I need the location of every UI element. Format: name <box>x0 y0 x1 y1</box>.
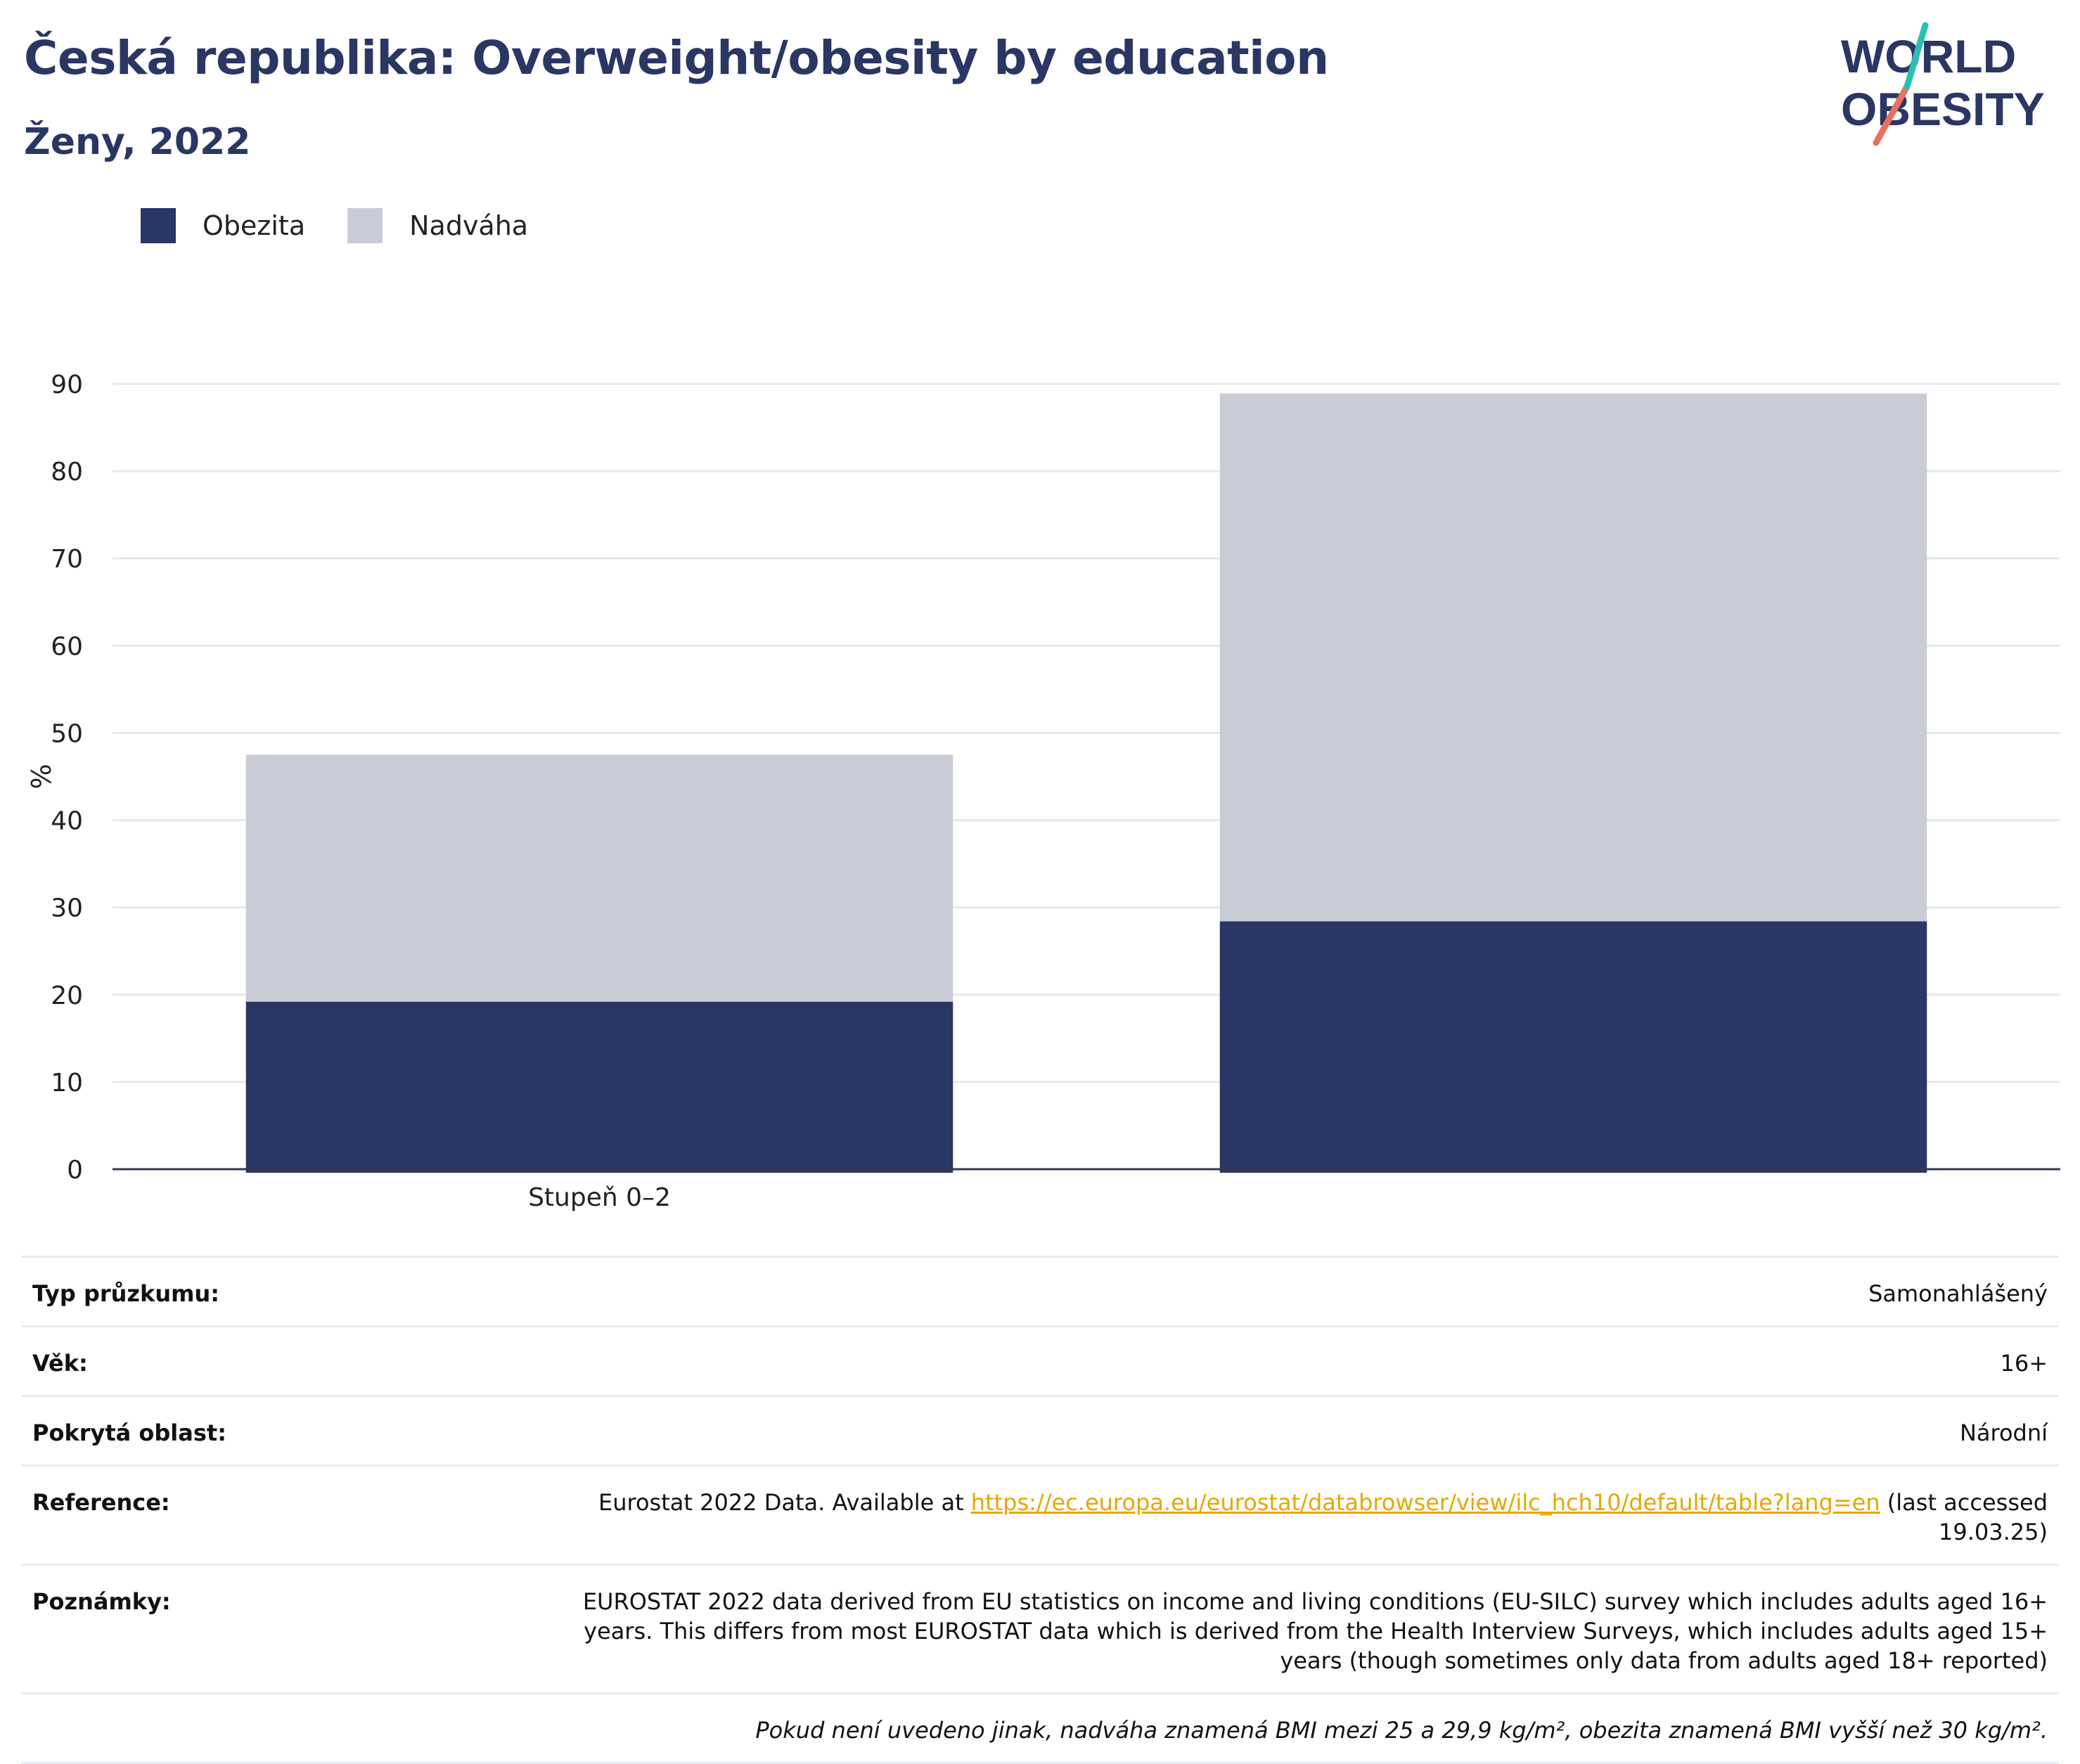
bar-obezita-0 <box>245 1001 954 1173</box>
y-tick-label: 20 <box>51 981 83 1010</box>
age-value: 16+ <box>2000 1350 2048 1377</box>
logo-line2: OBESITY <box>1841 83 2045 135</box>
survey-value: Samonahlášený <box>1868 1280 2048 1307</box>
chart-title: Česká republika: Overweight/obesity by e… <box>24 31 1329 85</box>
info-row-footnote: Pokud není uvedeno jinak, nadváha znamen… <box>21 1692 2059 1764</box>
area-label: Pokrytá oblast: <box>32 1419 226 1446</box>
world-obesity-logo: WORLD OBESITY <box>1841 22 2045 146</box>
legend-swatch-obezita <box>141 208 176 243</box>
reference-prefix: Eurostat 2022 Data. Available at <box>598 1489 971 1516</box>
y-tick-label: 30 <box>51 894 83 923</box>
info-row-reference: Reference: Eurostat 2022 Data. Available… <box>21 1464 2059 1564</box>
y-tick-label: 80 <box>51 458 83 487</box>
footnote-text: Pokud není uvedeno jinak, nadváha znamen… <box>755 1717 2048 1744</box>
area-value: Národní <box>1959 1419 2048 1446</box>
info-row-area: Pokrytá oblast: Národní <box>21 1395 2059 1464</box>
info-row-notes: Poznámky: EUROSTAT 2022 data derived fro… <box>21 1564 2059 1692</box>
y-axis-label: % <box>26 764 57 789</box>
legend-item-nadvaha[interactable]: Nadváha <box>347 208 528 243</box>
reference-value: Eurostat 2022 Data. Available at https:/… <box>515 1488 2048 1547</box>
y-tick-label: 40 <box>51 807 83 836</box>
y-tick-label: 10 <box>51 1069 83 1097</box>
reference-label: Reference: <box>32 1489 170 1516</box>
bar-nadváha-1 <box>1219 393 1927 922</box>
info-table: Typ průzkumu: Samonahlášený Věk: 16+ Pok… <box>21 1256 2059 1764</box>
y-tick-label: 0 <box>67 1156 83 1185</box>
legend-swatch-nadvaha <box>347 208 383 243</box>
logo-line1: WORLD <box>1841 30 2016 82</box>
legend-label-obezita: Obezita <box>203 210 306 241</box>
chart-subtitle: Ženy, 2022 <box>24 121 251 163</box>
legend-label-nadvaha: Nadváha <box>409 210 529 241</box>
y-tick-label: 70 <box>51 545 83 574</box>
reference-link[interactable]: https://ec.europa.eu/eurostat/databrowse… <box>970 1489 1880 1516</box>
legend-item-obezita[interactable]: Obezita <box>141 208 305 243</box>
age-label: Věk: <box>32 1350 88 1377</box>
bar-chart: 0 10 20 30 40 50 60 70 80 90% Stupeň 0–2 <box>26 371 2060 1212</box>
chart-legend: Obezita Nadváha <box>141 208 570 243</box>
y-tick-label: 90 <box>51 371 83 399</box>
survey-label: Typ průzkumu: <box>32 1280 220 1307</box>
notes-value: EUROSTAT 2022 data derived from EU stati… <box>582 1588 2048 1674</box>
bar-nadváha-0 <box>245 754 954 1002</box>
y-tick-label: 60 <box>51 632 83 661</box>
notes-label: Poznámky: <box>32 1588 171 1615</box>
info-row-survey: Typ průzkumu: Samonahlášený <box>21 1256 2059 1325</box>
reference-suffix: (last accessed 19.03.25) <box>1880 1489 2048 1545</box>
info-row-age: Věk: 16+ <box>21 1325 2059 1395</box>
bar-obezita-1 <box>1219 921 1927 1173</box>
x-tick-label: Stupeň 0–2 <box>528 1183 671 1212</box>
y-tick-label: 50 <box>51 719 83 748</box>
